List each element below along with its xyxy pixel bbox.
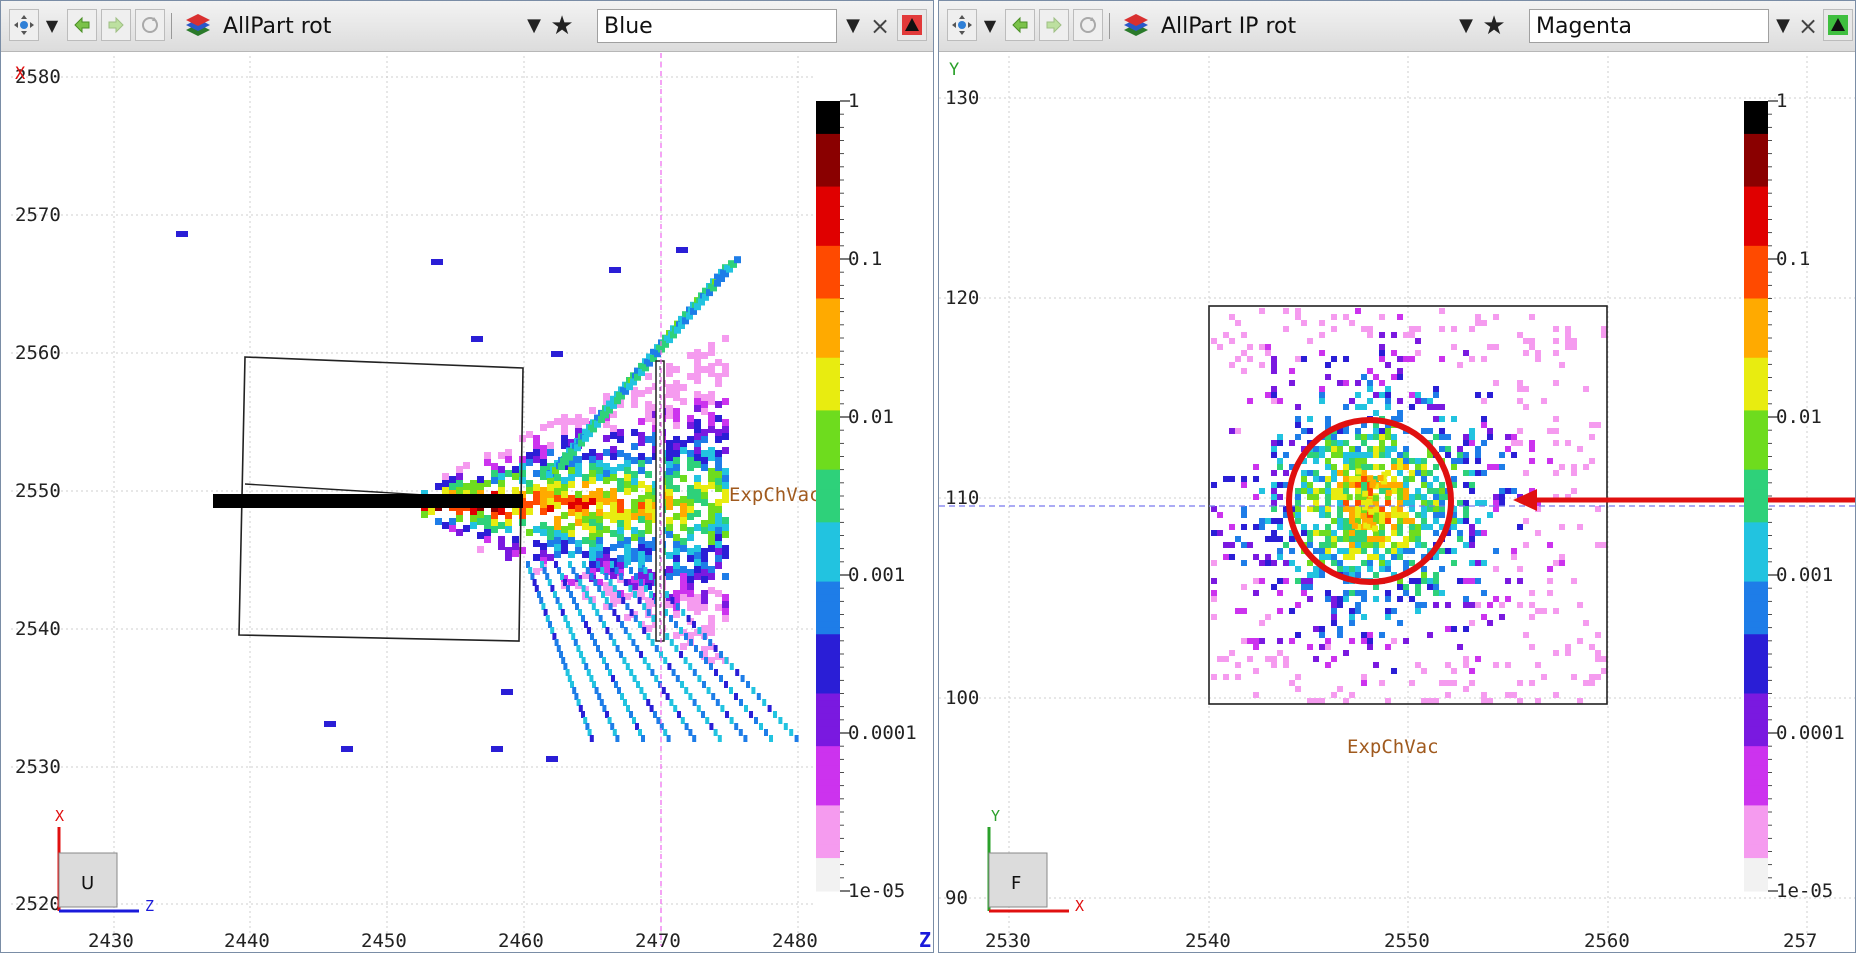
color-dropdown-icon[interactable]: ▼ [846,15,860,36]
x-tick-label: 2470 [635,930,681,952]
view-button[interactable] [58,852,118,908]
gizmo-up-label: Y [991,807,1000,825]
x-tick-label: 2530 [985,930,1031,952]
move-dropdown-icon[interactable]: ▼ [983,16,997,35]
view-button-label: U [81,873,94,894]
x-tick-label: 2430 [88,930,134,952]
colorbar-tick-label: 0.001 [1776,564,1833,586]
x-tick-label: 2540 [1185,930,1231,952]
y-tick-label: 100 [945,687,979,709]
gizmo-up-label: X [55,807,64,825]
y-tick-label: 120 [945,287,979,309]
star-icon[interactable]: ★ [550,11,574,41]
reload-icon[interactable] [135,9,165,41]
colorbar-tick-label: 1 [1776,90,1787,112]
move-icon[interactable] [9,9,39,41]
x-tick-label: 2560 [1584,930,1630,952]
region-label: ExpChVac [729,484,821,506]
region-label: ExpChVac [1347,736,1439,758]
x-tick-label: 2480 [772,930,818,952]
left-viewer-panel: ▼ AllPart rot ▼ ★ Blue ▼ × [0,0,934,953]
collapse-triangle-icon[interactable] [897,9,927,41]
y-tick-label: 2550 [15,480,61,502]
colorbar-tick-label: 0.0001 [1776,722,1845,744]
particle-selector-label: AllPart rot [223,13,332,39]
colorbar-tick-label: 1 [848,90,859,112]
reload-icon[interactable] [1073,9,1103,41]
right-plot-area[interactable]: ExpChVac 130 120 110 100 90 2530 2540 2550 2560 2… [939,51,1855,952]
move-icon[interactable] [947,9,977,41]
move-dropdown-icon[interactable]: ▼ [45,16,59,35]
view-button[interactable] [988,852,1048,908]
y-tick-label: 130 [945,87,979,109]
y-tick-label: 2580 [15,66,61,88]
particle-selector[interactable]: AllPart rot [217,9,519,43]
x-tick-label: 2460 [498,930,544,952]
color-selector-value: Magenta [1536,13,1633,39]
forward-arrow-icon[interactable] [101,9,131,41]
x-tick-label: 257 [1783,930,1817,952]
close-icon[interactable]: × [869,12,891,40]
right-toolbar: ▼ AllPart IP rot ▼ ★ Magenta ▼ × [939,1,1855,52]
y-tick-label: 90 [945,887,968,909]
gizmo-right-label: Z [145,897,154,915]
color-selector[interactable]: Blue [597,9,837,43]
y-tick-label: 110 [945,487,979,509]
highlight-circle [1286,417,1454,585]
colorbar-tick-label: 0.01 [1776,406,1822,428]
layers-icon[interactable] [183,9,213,41]
x-tick-label: 2450 [361,930,407,952]
colorbar-tick-label: 1e-05 [848,880,905,902]
y-tick-label: 2520 [15,893,61,915]
particle-dropdown-icon[interactable]: ▼ [1459,15,1473,36]
annotation-arrowhead [1513,489,1537,511]
colorbar-tick-label: 0.0001 [848,722,917,744]
star-icon[interactable]: ★ [1482,11,1506,41]
colorbar-tick-label: 0.001 [848,564,905,586]
corner-axis-label: X [15,64,26,84]
colorbar-tick-label: 0.01 [848,406,894,428]
y-tick-label: 2540 [15,618,61,640]
left-histogram-canvas[interactable]: ExpChVac 2580 2570 2560 2550 2540 2530 2520 243… [1,51,934,953]
y-tick-label: 2530 [15,756,61,778]
toolbar-separator [171,13,178,39]
left-toolbar: ▼ AllPart rot ▼ ★ Blue ▼ × [1,1,933,52]
colorbar-tick-label: 0.1 [848,248,882,270]
particle-selector-label: AllPart IP rot [1161,13,1297,39]
color-selector-value: Blue [604,13,653,39]
x-tick-label: 2550 [1384,930,1430,952]
horizontal-axis-label: Z [919,928,931,952]
close-icon[interactable]: × [1797,12,1819,40]
corner-axis-label: Y [949,60,959,80]
color-selector[interactable]: Magenta [1529,9,1769,43]
toolbar-separator [1109,13,1116,39]
particle-selector[interactable]: AllPart IP rot [1155,9,1387,43]
left-plot-area[interactable]: ExpChVac 2580 2570 2560 2550 2540 2530 2520 243… [1,51,933,952]
y-tick-label: 2560 [15,342,61,364]
view-button-label: F [1011,873,1021,894]
right-histogram-canvas[interactable]: ExpChVac 130 120 110 100 90 2530 2540 2550 2560 2… [939,51,1856,953]
gizmo-right-label: X [1075,897,1084,915]
color-dropdown-icon[interactable]: ▼ [1776,15,1790,36]
expand-triangle-icon[interactable] [1823,9,1853,41]
x-tick-label: 2440 [224,930,270,952]
back-arrow-icon[interactable] [1005,9,1035,41]
y-tick-label: 2570 [15,204,61,226]
forward-arrow-icon[interactable] [1039,9,1069,41]
particle-dropdown-icon[interactable]: ▼ [527,15,541,36]
colorbar-tick-label: 0.1 [1776,248,1810,270]
back-arrow-icon[interactable] [67,9,97,41]
right-viewer-panel: ▼ AllPart IP rot ▼ ★ Magenta ▼ × [938,0,1856,953]
layers-icon[interactable] [1121,9,1151,41]
colorbar-tick-label: 1e-05 [1776,880,1833,902]
